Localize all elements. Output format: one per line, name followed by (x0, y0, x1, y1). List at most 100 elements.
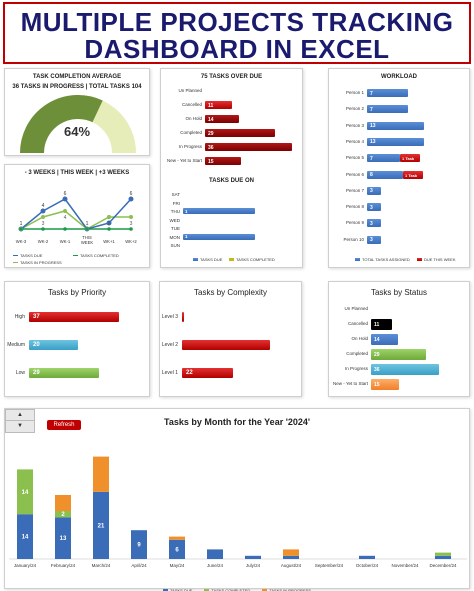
month-tick: February/24 (51, 563, 76, 568)
due-on-value: 1 (185, 234, 188, 239)
priority-bar (29, 340, 78, 350)
status-label: Completed (346, 351, 368, 356)
workload-bar (367, 235, 382, 244)
due-point (128, 196, 134, 202)
status-bar (371, 319, 392, 330)
complexity-panel: Tasks by Complexity Level 3 Level 2 Level … (159, 281, 302, 397)
workload-bar (367, 137, 424, 146)
week-tick: WK+1 (103, 239, 115, 244)
workload-person: Person 7 (345, 187, 364, 193)
progress-point (63, 209, 67, 213)
overdue-panel: 75 TASKS OVER DUE Un Planned Cancelled 11 O… (160, 68, 303, 268)
week-tick: WK-3 (16, 239, 27, 244)
monthly-bar-chart: 14 14 January/24 13 2 February/24 21 March/24 9 A… (9, 456, 467, 568)
due-on-title: TASKS DUE ON (209, 178, 254, 184)
workload-value: 3 (370, 237, 373, 244)
month-value: 9 (137, 543, 141, 549)
overdue-label: Completed (180, 130, 202, 135)
workload-bar (367, 89, 408, 97)
month-bar-segment (55, 511, 71, 518)
month-value: 2 (61, 512, 65, 518)
workload-person: Person 1 (345, 90, 364, 95)
status-label: Un Planned (344, 306, 368, 311)
month-bar-segment (283, 555, 299, 559)
completed-point (107, 227, 111, 231)
month-legend-label: TASKS IN PROGRESS (269, 588, 311, 591)
weeks-legend-completed-label: TASKS COMPLETED (80, 253, 119, 258)
overdue-label: In Progress (178, 144, 202, 149)
month-bar-segment (55, 495, 71, 511)
due-on-day: TUE (171, 226, 180, 231)
status-label: On Hold (351, 336, 368, 341)
progress-label: 3 (42, 221, 45, 227)
due-label: 1 (86, 221, 89, 227)
priority-bar (29, 312, 119, 322)
weeks-legend-progress: TASKS IN PROGRESS (13, 260, 62, 265)
workload-bar (367, 105, 408, 114)
status-bar (371, 364, 439, 375)
status-bar (371, 334, 398, 345)
complexity-bar (182, 312, 184, 322)
month-value: 14 (22, 490, 29, 496)
workload-due-bar (400, 154, 420, 163)
workload-value: 3 (370, 204, 373, 211)
workload-person: Person 2 (345, 106, 364, 112)
dueon-legend-due-label: TASKS DUE (200, 257, 223, 262)
workload-due-value: 1 Task (405, 172, 418, 178)
monthly-panel: ▲ ▼ Refresh Tasks by Month for the Year … (4, 408, 470, 591)
completion-title: TASK COMPLETION AVERAGE (32, 74, 122, 80)
month-value: 13 (60, 536, 67, 542)
month-bar-segment (169, 539, 185, 559)
progress-line (20, 210, 131, 230)
month-tick: August/24 (281, 563, 302, 568)
workload-due-value: 1 Task (402, 156, 415, 162)
workload-value: 7 (370, 155, 373, 162)
overdue-value: 29 (208, 130, 214, 137)
refresh-button[interactable]: Refresh (47, 420, 81, 430)
workload-bar (367, 170, 403, 179)
month-tick: January/24 (14, 563, 37, 568)
week-tick: WK-2 (38, 239, 49, 244)
status-label: New - Yet to Start (332, 381, 368, 386)
month-bar-segment (283, 549, 299, 556)
overdue-label: Cancelled (181, 102, 202, 107)
complexity-bar (182, 340, 270, 350)
month-bar-segment (17, 514, 33, 559)
due-on-bar (183, 208, 255, 214)
workload-value: 13 (370, 123, 376, 130)
month-bar-segment (359, 555, 375, 559)
priority-bar (29, 368, 100, 378)
due-point (62, 196, 68, 202)
spin-up-button[interactable]: ▲ (6, 410, 34, 421)
status-title: Tasks by Status (370, 288, 428, 297)
workload-legend-due: DUE THIS WEEK (417, 257, 456, 262)
completed-point (63, 227, 67, 231)
status-label: Cancelled (347, 321, 368, 326)
month-value: 6 (175, 547, 179, 553)
workload-value: 13 (370, 139, 376, 146)
month-legend-item: TASKS DUE (163, 588, 192, 591)
month-tick: November/24 (391, 563, 419, 568)
completed-point (129, 227, 133, 231)
weeks-legend-progress-label: TASKS IN PROGRESS (20, 260, 62, 265)
due-point (40, 208, 46, 214)
workload-value: 3 (370, 188, 373, 195)
overdue-bar (205, 129, 276, 137)
spin-down-button[interactable]: ▼ (17, 423, 23, 429)
workload-bar (367, 154, 400, 163)
weeks-panel: - 3 WEEKS | THIS WEEK | +3 WEEKS 1461263… (4, 164, 150, 268)
dueon-legend-completed: TASKS COMPLETED (229, 257, 275, 262)
title-banner: MULTIPLE PROJECTS TRACKING DASHBOARD IN … (3, 2, 471, 64)
month-tick: December/24 (429, 563, 457, 568)
due-label: 6 (64, 191, 67, 197)
progress-label: 3 (130, 221, 133, 227)
priority-title: Tasks by Priority (47, 288, 107, 297)
priority-value: 37 (33, 314, 40, 320)
month-value: 14 (22, 535, 29, 541)
status-label: In Progress (344, 366, 368, 371)
month-spinner[interactable]: ▲ ▼ (5, 409, 35, 433)
workload-value: 3 (370, 220, 373, 227)
complexity-bar (182, 368, 234, 378)
workload-value: 8 (370, 172, 373, 178)
workload-person: Person 5 (345, 155, 364, 161)
